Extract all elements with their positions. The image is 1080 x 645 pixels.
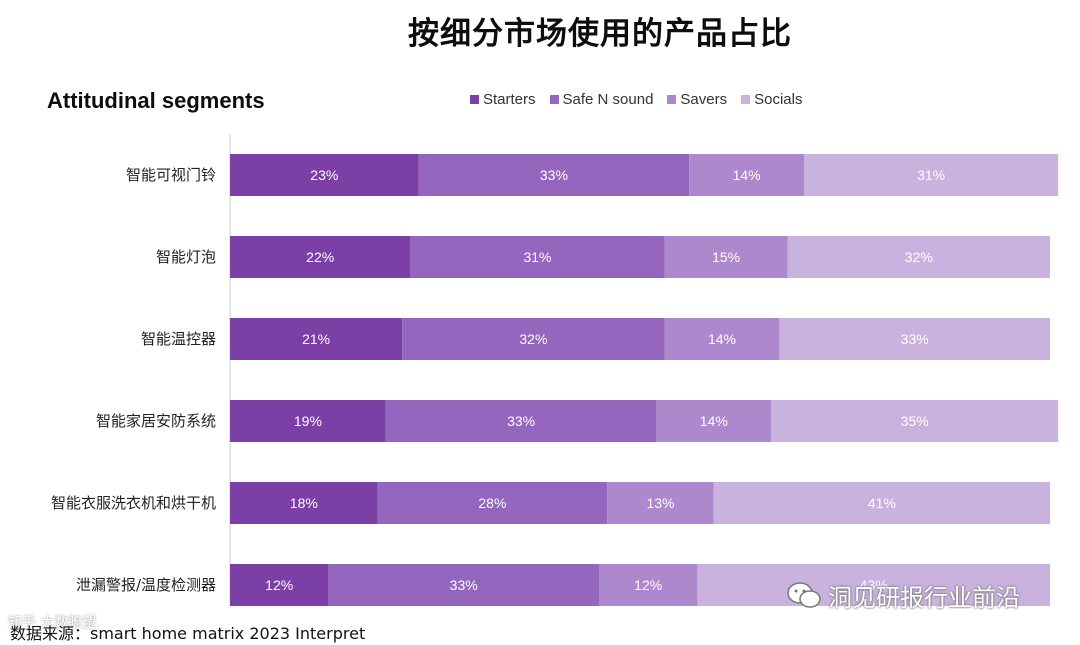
bar-segment-savers [656, 400, 772, 442]
bar-segment-safe-n-sound [410, 236, 665, 278]
category-label: 智能灯泡 [156, 248, 216, 266]
legend-swatch-starters [470, 95, 479, 104]
bar-segment-safe-n-sound [377, 482, 608, 524]
wechat-icon [787, 581, 821, 608]
category-label: 智能可视门铃 [126, 166, 216, 184]
watermark: 洞见研报行业前沿 [786, 578, 1020, 613]
legend-label-savers: Savers [680, 91, 728, 108]
stacked-bar-chart: 智能可视门铃 23% 33% 14% 31% 智能灯泡 22% 31% 15% 32% 智能温控器 2… [51, 134, 1059, 606]
source-note: 数据来源：smart home matrix 2023 Interpret [10, 624, 366, 643]
data-label: 18% [290, 495, 318, 511]
data-label: 22% [306, 249, 334, 265]
bar-segment-savers [664, 236, 788, 278]
bar-segment-starters [230, 154, 419, 196]
data-label: 13% [646, 495, 674, 511]
legend-swatch-savers [667, 95, 677, 104]
data-label: 15% [712, 249, 740, 265]
bar-segment-safe-n-sound [385, 400, 657, 442]
bar-segment-savers [664, 318, 780, 360]
legend-swatch-socials [741, 95, 751, 104]
category-label: 智能家居安防系统 [96, 412, 216, 430]
bar-segment-safe-n-sound [328, 564, 599, 606]
data-label: 33% [540, 167, 568, 183]
bar-segment-starters [230, 482, 378, 524]
category-label: 智能衣服洗衣机和烘干机 [51, 494, 216, 512]
bar-segment-socials [804, 154, 1059, 196]
data-label: 31% [917, 167, 945, 183]
watermark-small: 知乎 大数瞭望 [8, 615, 97, 631]
data-label: 31% [523, 249, 551, 265]
data-label: 33% [507, 413, 535, 429]
legend-item-starters: Starters [470, 91, 536, 108]
legend-label-safe-n-sound: Safe N sound [562, 91, 654, 108]
bar-segment-starters [230, 564, 329, 606]
data-label: 14% [733, 167, 761, 183]
bar-segment-safe-n-sound [402, 318, 665, 360]
legend-label-starters: Starters [483, 91, 536, 108]
legend-item-socials: Socials [741, 91, 802, 108]
bar-segment-socials [787, 236, 1050, 278]
page-title: 按细分市场使用的产品占比 [408, 16, 792, 52]
data-label: 33% [901, 331, 929, 347]
data-label: 19% [294, 413, 322, 429]
bar-segment-socials [771, 400, 1059, 442]
data-label: 21% [302, 331, 330, 347]
bar-segment-starters [230, 318, 403, 360]
legend-item-safe-n-sound: Safe N sound [549, 91, 654, 108]
bar-segment-socials [779, 318, 1050, 360]
category-label: 智能温控器 [141, 330, 216, 348]
bar-segment-savers [689, 154, 804, 196]
bar-segment-starters [230, 236, 411, 278]
chart-subtitle: Attitudinal segments [47, 88, 265, 113]
data-label: 14% [708, 331, 736, 347]
data-label: 32% [905, 249, 933, 265]
data-label: 35% [901, 413, 929, 429]
data-label: 14% [700, 413, 728, 429]
bar-segment-savers [599, 564, 698, 606]
chart-legend: Starters Safe N sound Savers Socials [470, 91, 802, 108]
bar-segment-socials [697, 564, 1050, 606]
legend-label-socials: Socials [754, 91, 803, 108]
data-label: 32% [519, 331, 547, 347]
legend-item-savers: Savers [667, 91, 727, 108]
watermark-text: 洞见研报行业前沿 [828, 584, 1020, 612]
data-label: 33% [450, 577, 478, 593]
data-label: 23% [310, 167, 338, 183]
data-label: 12% [634, 577, 662, 593]
category-label: 泄漏警报/温度检测器 [76, 576, 216, 594]
bar-segment-savers [607, 482, 714, 524]
data-label: 12% [265, 577, 293, 593]
bar-segment-safe-n-sound [418, 154, 690, 196]
data-label: 41% [868, 495, 896, 511]
data-label: 43% [860, 577, 888, 593]
legend-swatch-safe-n-sound [549, 95, 559, 104]
data-label: 28% [478, 495, 506, 511]
bar-segment-socials [713, 482, 1050, 524]
bar-segment-starters [230, 400, 386, 442]
